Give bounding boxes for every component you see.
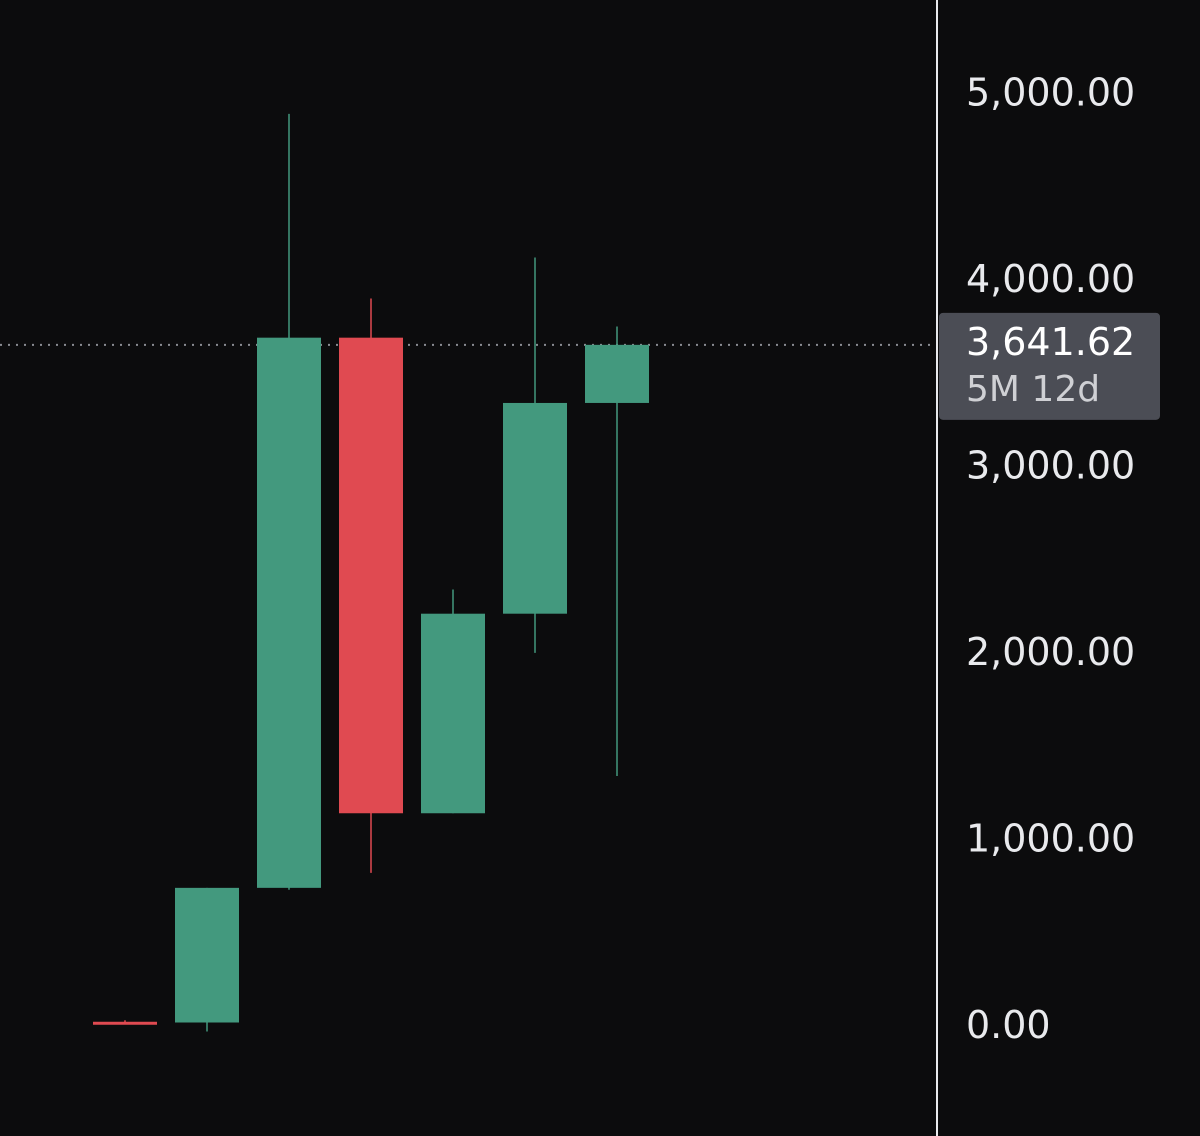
candle-body-up	[175, 887, 239, 1023]
price-axis-ticks[interactable]: 0.00 1,000.00 2,000.00 3,000.00 4,000.00 5,00…	[966, 71, 1135, 1048]
last-price-value: 3,641.62	[966, 320, 1135, 364]
candle-countdown: 5M 12d	[966, 369, 1100, 410]
candle-body-up	[585, 344, 649, 403]
last-price-tag: 3,641.62 5M 12d	[939, 312, 1160, 420]
candle-body-up	[503, 402, 567, 614]
candle[interactable]	[585, 326, 649, 776]
candle[interactable]	[93, 1020, 157, 1025]
candle[interactable]	[257, 113, 321, 890]
last-price-tag-background	[939, 312, 1160, 420]
price-axis-tick-label: 1,000.00	[966, 817, 1135, 861]
candle-body-up	[257, 337, 321, 888]
price-axis-tick-label: 0.00	[966, 1003, 1051, 1047]
candle[interactable]	[503, 257, 567, 653]
price-axis-tick-label: 2,000.00	[966, 630, 1135, 674]
price-axis-tick-label: 4,000.00	[966, 257, 1135, 301]
candles-layer	[93, 113, 649, 1032]
candle[interactable]	[175, 887, 239, 1032]
price-axis-tick-label: 5,000.00	[966, 71, 1135, 115]
candle[interactable]	[421, 589, 485, 814]
candle-body-up	[421, 613, 485, 814]
price-axis-tick-label: 3,000.00	[966, 444, 1135, 488]
candle-body-down	[93, 1021, 157, 1025]
candle-body-down	[339, 337, 403, 814]
candle[interactable]	[339, 298, 403, 873]
